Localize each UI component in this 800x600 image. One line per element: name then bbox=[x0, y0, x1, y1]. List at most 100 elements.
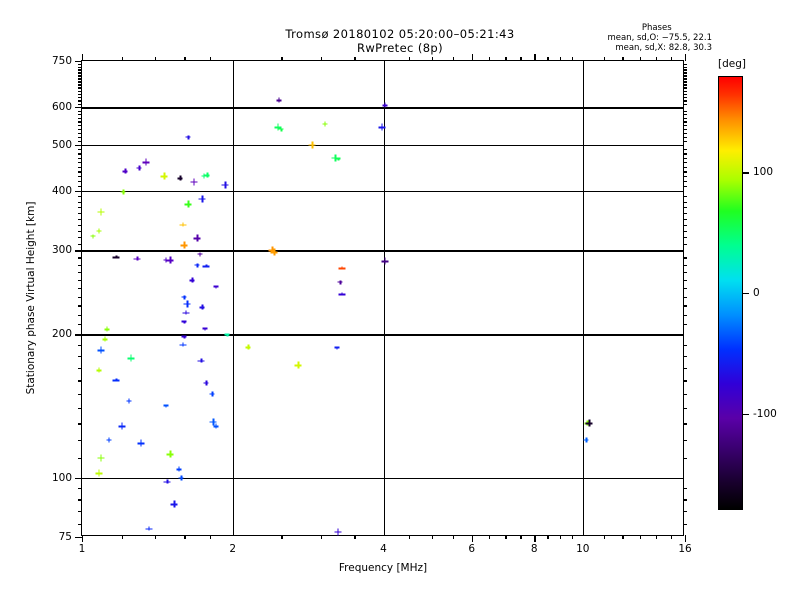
x-axis-minor-tick bbox=[453, 535, 454, 539]
data-point bbox=[137, 440, 144, 447]
data-point bbox=[185, 201, 192, 208]
data-point bbox=[167, 451, 174, 458]
y-axis-minor-tick-right bbox=[683, 121, 687, 122]
y-axis-minor-tick-right bbox=[683, 511, 687, 512]
y-axis-tick-label: 500 bbox=[52, 139, 72, 151]
y-axis-minor-tick bbox=[78, 111, 82, 112]
y-axis-minor-tick-right bbox=[683, 114, 687, 115]
data-point bbox=[197, 251, 202, 256]
y-axis-tick-label: 300 bbox=[52, 244, 72, 256]
data-point bbox=[198, 357, 205, 364]
data-point bbox=[279, 126, 284, 131]
y-axis-minor-tick bbox=[78, 176, 82, 177]
x-axis-minor-tick bbox=[432, 535, 433, 539]
y-axis-tick-label: 400 bbox=[52, 185, 72, 197]
x-axis-minor-tick bbox=[671, 535, 672, 539]
y-axis-minor-tick-right bbox=[683, 100, 687, 101]
y-axis-minor-tick bbox=[78, 225, 82, 226]
x-axis-minor-tick-top bbox=[155, 57, 156, 61]
y-axis-tick bbox=[75, 145, 82, 146]
x-axis-minor-tick bbox=[560, 535, 561, 539]
data-point bbox=[142, 159, 149, 166]
x-axis-minor-tick-top bbox=[184, 57, 185, 61]
y-axis-minor-tick bbox=[78, 72, 82, 73]
data-point bbox=[199, 195, 206, 202]
data-point bbox=[336, 156, 341, 161]
data-point bbox=[102, 337, 107, 342]
x-axis-tick-label: 6 bbox=[468, 543, 475, 555]
y-axis-minor-tick bbox=[78, 125, 82, 126]
y-axis-minor-tick-right bbox=[683, 118, 687, 119]
y-axis-minor-tick-right bbox=[683, 225, 687, 226]
data-point bbox=[118, 423, 125, 430]
y-axis-minor-tick bbox=[78, 265, 82, 266]
data-point bbox=[97, 208, 104, 215]
y-axis-minor-tick bbox=[78, 231, 82, 232]
x-axis-tick-label: 4 bbox=[380, 543, 387, 555]
y-axis-minor-tick bbox=[78, 84, 82, 85]
x-axis-tick-top bbox=[472, 54, 473, 61]
data-point bbox=[271, 249, 278, 256]
phases-mean-sd-x: mean, sd,X: 82.8, 30.3 bbox=[607, 43, 712, 53]
y-axis-minor-tick bbox=[78, 78, 82, 79]
data-point bbox=[127, 355, 134, 362]
y-axis-minor-tick bbox=[78, 64, 82, 65]
x-axis-tick-label: 8 bbox=[531, 543, 538, 555]
data-point bbox=[213, 424, 218, 429]
data-point bbox=[322, 121, 327, 126]
y-axis-minor-tick bbox=[78, 137, 82, 138]
y-axis-minor-tick-right bbox=[683, 81, 687, 82]
x-axis-tick-label: 1 bbox=[79, 543, 86, 555]
y-axis-minor-tick-right bbox=[683, 176, 687, 177]
data-point bbox=[113, 254, 120, 261]
y-axis-minor-tick bbox=[78, 133, 82, 134]
x-axis-minor-tick-top bbox=[547, 57, 548, 61]
horizontal-gridline bbox=[82, 145, 683, 146]
y-axis-tick-label: 750 bbox=[52, 55, 72, 67]
y-axis-minor-tick-right bbox=[683, 202, 687, 203]
x-axis-minor-tick-top bbox=[671, 57, 672, 61]
y-axis-title: Stationary phase Virtual Height [km] bbox=[25, 202, 37, 395]
y-axis-minor-tick-right bbox=[683, 91, 687, 92]
y-axis-minor-tick-right bbox=[683, 244, 687, 245]
y-axis-minor-tick-right bbox=[683, 213, 687, 214]
horizontal-gridline bbox=[82, 191, 683, 192]
data-point bbox=[338, 290, 345, 297]
data-point bbox=[97, 454, 104, 461]
data-point bbox=[213, 284, 218, 289]
data-point bbox=[145, 525, 152, 532]
y-axis-minor-tick bbox=[78, 202, 82, 203]
y-axis-minor-tick bbox=[78, 257, 82, 258]
x-axis-minor-tick-top bbox=[505, 57, 506, 61]
x-axis-minor-tick-top bbox=[409, 57, 410, 61]
y-axis-tick-label: 600 bbox=[52, 101, 72, 113]
data-point bbox=[309, 141, 316, 148]
data-point bbox=[295, 362, 302, 369]
y-axis-minor-tick bbox=[78, 186, 82, 187]
x-axis-tick bbox=[472, 535, 473, 542]
y-axis-minor-tick-right bbox=[683, 162, 687, 163]
data-point bbox=[195, 262, 200, 267]
data-point bbox=[186, 134, 191, 139]
y-axis-minor-tick bbox=[78, 368, 82, 369]
y-axis-minor-tick-right bbox=[683, 75, 687, 76]
x-axis-minor-tick-top bbox=[453, 57, 454, 61]
colorbar-tick-label: -100 bbox=[753, 408, 777, 420]
x-axis-minor-tick-top bbox=[520, 57, 521, 61]
y-axis-minor-tick-right bbox=[683, 186, 687, 187]
y-axis-minor-tick bbox=[78, 345, 82, 346]
y-axis-minor-tick-right bbox=[683, 394, 687, 395]
y-axis-minor-tick bbox=[78, 408, 82, 409]
data-point bbox=[182, 334, 187, 339]
data-point bbox=[95, 470, 102, 477]
y-axis-minor-tick bbox=[78, 237, 82, 238]
y-axis-minor-tick bbox=[78, 162, 82, 163]
x-axis-tick bbox=[685, 535, 686, 542]
data-point bbox=[382, 103, 387, 108]
x-axis-minor-tick bbox=[640, 535, 641, 539]
vertical-gridline bbox=[384, 61, 385, 535]
y-axis-minor-tick-right bbox=[683, 440, 687, 441]
y-axis-minor-tick bbox=[78, 67, 82, 68]
y-axis-minor-tick-right bbox=[683, 94, 687, 95]
y-axis-minor-tick bbox=[78, 121, 82, 122]
